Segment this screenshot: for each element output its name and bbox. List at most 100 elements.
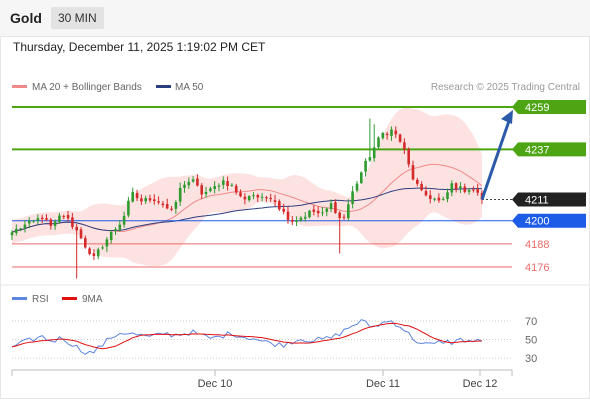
candle-body	[260, 196, 264, 198]
level-label-4237: 4237	[525, 144, 549, 156]
ma20-legend-swatch	[12, 85, 27, 88]
candle-body	[174, 202, 178, 209]
candle-body	[84, 238, 87, 248]
candle-body	[153, 199, 156, 201]
candle-body	[62, 215, 65, 217]
copyright-label: Research © 2025 Trading Central	[431, 82, 580, 93]
rsi-legend-swatch	[12, 297, 27, 300]
candle-body	[347, 204, 350, 219]
level-label-4259: 4259	[525, 102, 549, 114]
level-label-4211: 4211	[525, 195, 549, 207]
level-label-4188: 4188	[525, 239, 549, 251]
candle-body	[191, 179, 195, 182]
candle-body	[360, 172, 363, 184]
candle-body	[170, 208, 173, 210]
candle-body	[342, 216, 346, 218]
bollinger-band-area	[12, 107, 482, 267]
candle-body	[407, 149, 410, 165]
candle-body	[75, 227, 78, 231]
candle-body	[101, 247, 104, 249]
candle-body	[161, 203, 165, 205]
candle-body	[355, 183, 359, 191]
level-tag-4211	[512, 192, 586, 207]
candle-body	[308, 210, 311, 218]
candle-body	[325, 208, 329, 212]
candle-body	[234, 185, 238, 193]
candle-body	[437, 197, 441, 201]
candle-body	[92, 253, 96, 256]
price-levels	[12, 106, 586, 268]
chart-datetime: Thursday, December 11, 2025 1:19:02 PM C…	[13, 40, 266, 54]
candle-body	[209, 188, 212, 192]
candle-body	[114, 229, 117, 231]
candle-body	[256, 195, 260, 198]
candle-body	[66, 215, 70, 219]
ma50-legend-swatch	[156, 85, 171, 88]
rsi-tick-30: 30	[525, 353, 537, 365]
candle-body	[381, 133, 385, 139]
ma50-line	[11, 187, 482, 233]
candle-body	[135, 192, 139, 199]
candle-body	[459, 186, 462, 189]
candle-body	[282, 208, 285, 212]
candle-body	[321, 212, 324, 214]
candle-body	[265, 197, 268, 199]
forecast-arrow-shaft	[480, 117, 512, 201]
candle-body	[122, 215, 126, 225]
candle-body	[187, 181, 191, 186]
candle-body	[10, 232, 14, 236]
candle-body	[372, 147, 376, 159]
candle-body	[394, 130, 398, 135]
candle-body	[329, 203, 333, 210]
candle-body	[390, 129, 393, 136]
candle-body	[416, 180, 419, 184]
candle-body	[338, 212, 341, 218]
rsi-line	[11, 319, 483, 355]
level-tag-4200	[512, 213, 586, 228]
candle-body	[420, 184, 423, 191]
candle-body	[273, 200, 277, 202]
ma50-legend-label: MA 50	[175, 82, 204, 93]
candle-body	[49, 219, 53, 226]
candle-body	[291, 219, 294, 222]
candle-body	[472, 189, 475, 191]
candle-body	[433, 198, 436, 200]
candle-body	[463, 186, 467, 192]
candle-body	[334, 202, 337, 213]
candle-body	[239, 192, 242, 197]
candle-body	[109, 232, 113, 241]
candle-body	[58, 215, 61, 222]
x-axis: Dec 10 Dec 11 Dec 12	[11, 370, 513, 390]
candle-body	[351, 191, 354, 204]
candle-body	[303, 216, 307, 219]
moving-averages	[11, 163, 483, 233]
candle-body	[71, 217, 74, 227]
forecast-arrow	[480, 110, 513, 201]
candle-body	[295, 220, 298, 222]
timeframe-badge[interactable]: 30 MIN	[51, 7, 104, 29]
candle-body	[200, 185, 203, 195]
rsi-tick-70: 70	[525, 316, 537, 328]
candle-body	[247, 196, 251, 201]
candle-body	[36, 218, 40, 221]
candle-body	[243, 196, 247, 200]
ma9-legend-label: 9MA	[82, 294, 103, 305]
x-tick-label: Dec 12	[463, 378, 498, 390]
candle-body	[316, 210, 320, 214]
candle-body	[476, 189, 479, 193]
candle-body	[424, 191, 428, 196]
candle-body	[183, 184, 186, 188]
candle-body	[377, 137, 380, 147]
candle-body	[278, 201, 281, 210]
candle-body	[446, 192, 449, 200]
candle-body	[196, 178, 199, 186]
candle-body	[385, 133, 389, 135]
bollinger-band-fill	[12, 107, 482, 267]
header-bar: Gold 30 MIN	[0, 0, 590, 37]
candle-body	[299, 217, 303, 221]
candle-body	[454, 183, 458, 190]
candle-body	[403, 142, 406, 150]
instrument-title: Gold	[10, 10, 42, 26]
candle-body	[15, 228, 18, 233]
